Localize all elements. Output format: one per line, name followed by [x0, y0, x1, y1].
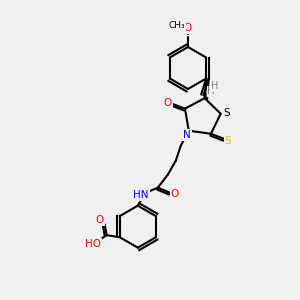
Text: S: S — [225, 136, 231, 146]
Text: O: O — [95, 215, 104, 225]
Text: O: O — [171, 189, 179, 199]
Text: HN: HN — [133, 190, 148, 200]
Text: N: N — [183, 130, 191, 140]
Text: O: O — [164, 98, 172, 108]
Text: O: O — [184, 23, 192, 33]
Text: HO: HO — [85, 239, 101, 249]
Text: H: H — [211, 81, 218, 91]
Text: H: H — [207, 86, 215, 97]
Text: S: S — [224, 108, 230, 118]
Text: CH₃: CH₃ — [169, 20, 185, 29]
